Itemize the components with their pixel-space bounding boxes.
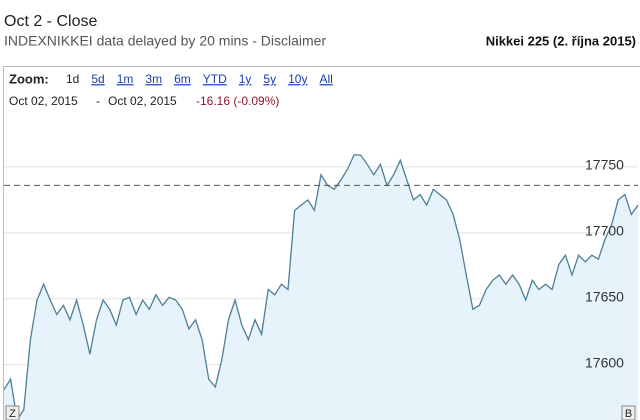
source: INDEXNIKKEI data delayed by 20 mins - Di… — [4, 33, 326, 49]
zoom-option[interactable]: YTD — [203, 72, 227, 86]
zoom-option[interactable]: 1d — [66, 72, 79, 86]
y-tick-label: 17750 — [585, 157, 624, 173]
y-tick-label: 17600 — [585, 354, 624, 370]
y-tick-label: 17700 — [585, 223, 624, 239]
y-tick-label: 17650 — [585, 288, 624, 304]
line — [3, 154, 639, 420]
zoom-option[interactable]: 1y — [239, 72, 252, 86]
chart-frame — [3, 66, 640, 420]
scroll-marker[interactable]: B — [625, 408, 632, 420]
date-to[interactable]: Oct 02, 2015 — [108, 94, 177, 108]
change: -16.16 (-0.09%) — [196, 94, 279, 108]
date-from[interactable]: Oct 02, 2015 — [9, 94, 78, 108]
area — [4, 155, 638, 420]
zoom-option[interactable]: All — [319, 72, 332, 86]
zoom-option[interactable]: 3m — [145, 72, 162, 86]
title: Oct 2 - Close — [4, 13, 97, 30]
scroll-marker-box — [5, 405, 20, 420]
zoom-label: Zoom: — [9, 71, 49, 86]
caption: Nikkei 225 (2. října 2015) — [486, 33, 636, 48]
zoom-option[interactable]: 5y — [263, 72, 276, 86]
zoom-option[interactable]: 5d — [91, 72, 104, 86]
scroll-marker-box — [621, 405, 636, 420]
zoom-option[interactable]: 1m — [117, 72, 134, 86]
date-separator: - — [96, 94, 100, 108]
zoom-option[interactable]: 6m — [174, 72, 191, 86]
scroll-marker[interactable]: Z — [9, 408, 16, 420]
zoom-option[interactable]: 10y — [288, 72, 307, 86]
plot: 17600 17650 17700 17750 Z B — [3, 154, 639, 420]
zoom-options: 1d 5d 1m 3m 6m YTD 1y 5y 10y All — [66, 72, 333, 86]
